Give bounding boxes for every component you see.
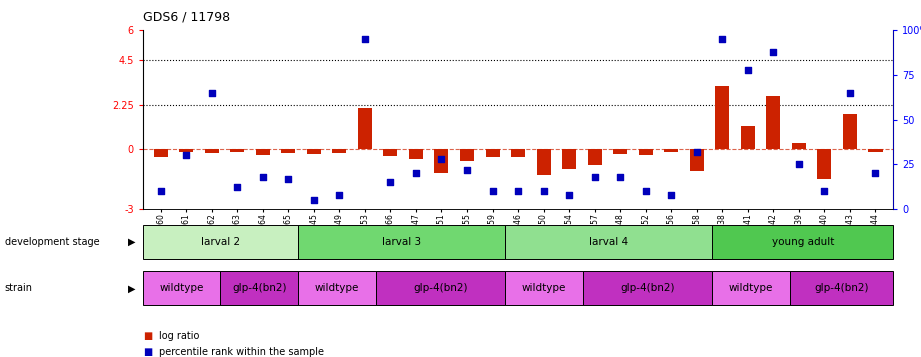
Bar xyxy=(281,149,296,153)
Bar xyxy=(664,149,678,152)
Bar xyxy=(588,149,601,165)
Bar xyxy=(435,149,449,173)
Bar xyxy=(740,126,755,149)
Text: strain: strain xyxy=(5,283,32,293)
Point xyxy=(434,156,449,162)
Bar xyxy=(690,149,704,171)
Point xyxy=(562,192,577,197)
Bar xyxy=(712,271,790,305)
Point xyxy=(588,174,602,180)
Bar xyxy=(143,225,298,259)
Text: glp-4(bn2): glp-4(bn2) xyxy=(620,283,675,293)
Text: percentile rank within the sample: percentile rank within the sample xyxy=(159,347,324,357)
Bar xyxy=(298,271,376,305)
Point xyxy=(791,161,806,167)
Point xyxy=(638,188,653,194)
Bar xyxy=(143,271,220,305)
Point xyxy=(307,197,321,203)
Text: larval 3: larval 3 xyxy=(382,237,421,247)
Point xyxy=(715,36,729,42)
Point xyxy=(740,67,755,72)
Point xyxy=(409,170,424,176)
Text: log ratio: log ratio xyxy=(159,331,200,341)
Point xyxy=(869,170,883,176)
Text: wildtype: wildtype xyxy=(522,283,566,293)
Bar xyxy=(638,149,653,155)
Bar xyxy=(869,149,882,152)
Point xyxy=(153,188,168,194)
Point xyxy=(817,188,832,194)
Point xyxy=(281,176,296,181)
Bar xyxy=(485,149,499,157)
Point xyxy=(357,36,372,42)
Bar xyxy=(383,149,398,156)
Bar xyxy=(562,149,577,169)
Bar xyxy=(307,149,321,154)
Point xyxy=(230,185,245,190)
Bar xyxy=(204,149,218,153)
Bar xyxy=(230,149,244,152)
Point xyxy=(766,49,781,55)
Bar xyxy=(332,149,346,153)
Point xyxy=(255,174,270,180)
Point xyxy=(511,188,526,194)
Text: GDS6 / 11798: GDS6 / 11798 xyxy=(143,10,230,23)
Bar xyxy=(716,86,729,149)
Text: ■: ■ xyxy=(143,347,152,357)
Bar xyxy=(818,149,832,179)
Bar xyxy=(256,149,270,155)
Bar xyxy=(613,149,627,154)
Bar xyxy=(511,149,525,157)
Bar xyxy=(766,96,780,149)
Bar xyxy=(505,271,583,305)
Text: wildtype: wildtype xyxy=(159,283,204,293)
Point xyxy=(460,167,474,172)
Point xyxy=(664,192,679,197)
Bar xyxy=(220,271,298,305)
Point xyxy=(485,188,500,194)
Bar xyxy=(537,149,551,175)
Text: wildtype: wildtype xyxy=(729,283,774,293)
Text: ▶: ▶ xyxy=(128,237,135,247)
Text: development stage: development stage xyxy=(5,237,99,247)
Bar xyxy=(790,271,893,305)
Bar xyxy=(792,144,806,149)
Point xyxy=(843,90,857,96)
Text: young adult: young adult xyxy=(772,237,834,247)
Point xyxy=(536,188,551,194)
Bar xyxy=(712,225,893,259)
Bar xyxy=(154,149,168,157)
Bar xyxy=(358,108,372,149)
Text: ■: ■ xyxy=(143,331,152,341)
Bar xyxy=(583,271,712,305)
Bar xyxy=(460,149,474,161)
Bar xyxy=(409,149,423,159)
Bar xyxy=(505,225,712,259)
Text: glp-4(bn2): glp-4(bn2) xyxy=(232,283,286,293)
Point xyxy=(179,152,193,158)
Bar xyxy=(376,271,505,305)
Point xyxy=(204,90,219,96)
Text: ▶: ▶ xyxy=(128,283,135,293)
Text: larval 2: larval 2 xyxy=(201,237,240,247)
Text: larval 4: larval 4 xyxy=(589,237,628,247)
Point xyxy=(690,149,705,155)
Text: glp-4(bn2): glp-4(bn2) xyxy=(414,283,468,293)
Bar xyxy=(180,149,193,152)
Point xyxy=(612,174,627,180)
Text: glp-4(bn2): glp-4(bn2) xyxy=(814,283,869,293)
Bar xyxy=(298,225,505,259)
Text: wildtype: wildtype xyxy=(315,283,359,293)
Point xyxy=(332,192,346,197)
Bar xyxy=(843,114,857,149)
Point xyxy=(383,179,398,185)
